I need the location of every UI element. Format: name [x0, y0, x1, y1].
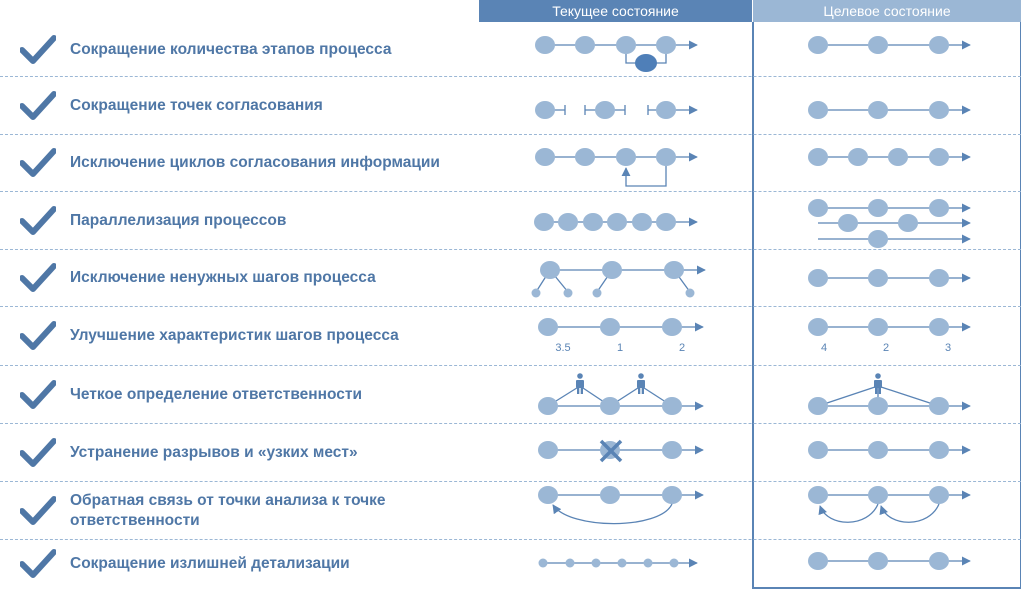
row-label: Параллелизация процессов [70, 212, 287, 229]
checkmark-icon [20, 496, 56, 525]
row-8: Устранение разрывов и «узких мест» [0, 424, 1021, 482]
checkmark-icon [20, 380, 56, 409]
row-10: Сокращение излишней детализации [0, 540, 1021, 588]
row-label: Исключение ненужных шагов процесса [70, 269, 376, 286]
checkmark-icon [20, 321, 56, 350]
target-state-header: Целевое состояние [753, 0, 1021, 22]
row-6: Улучшение характеристик шагов процесса [0, 307, 1021, 366]
row-3: Исключение циклов согласования информаци… [0, 135, 1021, 192]
row-label: Улучшение характеристик шагов процесса [70, 327, 399, 344]
row-label: Сокращение количества этапов процесса [70, 41, 392, 58]
row-5: Исключение ненужных шагов процесса [0, 250, 1021, 307]
row-7: Четкое определение ответственности [0, 366, 1021, 424]
checkmark-icon [20, 35, 56, 64]
checkmark-icon [20, 91, 56, 120]
row-9: Обратная связь от точки анализа к точке … [0, 482, 1021, 540]
checkmark-icon [20, 263, 56, 292]
checkmark-icon [20, 438, 56, 467]
checkmark-icon [20, 148, 56, 177]
checkmark-icon [20, 549, 56, 578]
row-2: Сокращение точек согласования [0, 77, 1021, 135]
current-state-header: Текущее состояние [479, 0, 752, 22]
row-label: Сокращение излишней детализации [70, 555, 350, 572]
row-label: Четкое определение ответственности [70, 386, 362, 403]
row-label: Исключение циклов согласования информаци… [70, 154, 440, 171]
row-label: Сокращение точек согласования [70, 97, 323, 114]
checkmark-icon [20, 206, 56, 235]
row-1: Сокращение количества этапов процесса [0, 24, 1021, 77]
row-label: Устранение разрывов и «узких мест» [70, 444, 358, 461]
row-4: Параллелизация процессов [0, 192, 1021, 250]
row-label: Обратная связь от точки анализа к точке … [70, 492, 386, 529]
